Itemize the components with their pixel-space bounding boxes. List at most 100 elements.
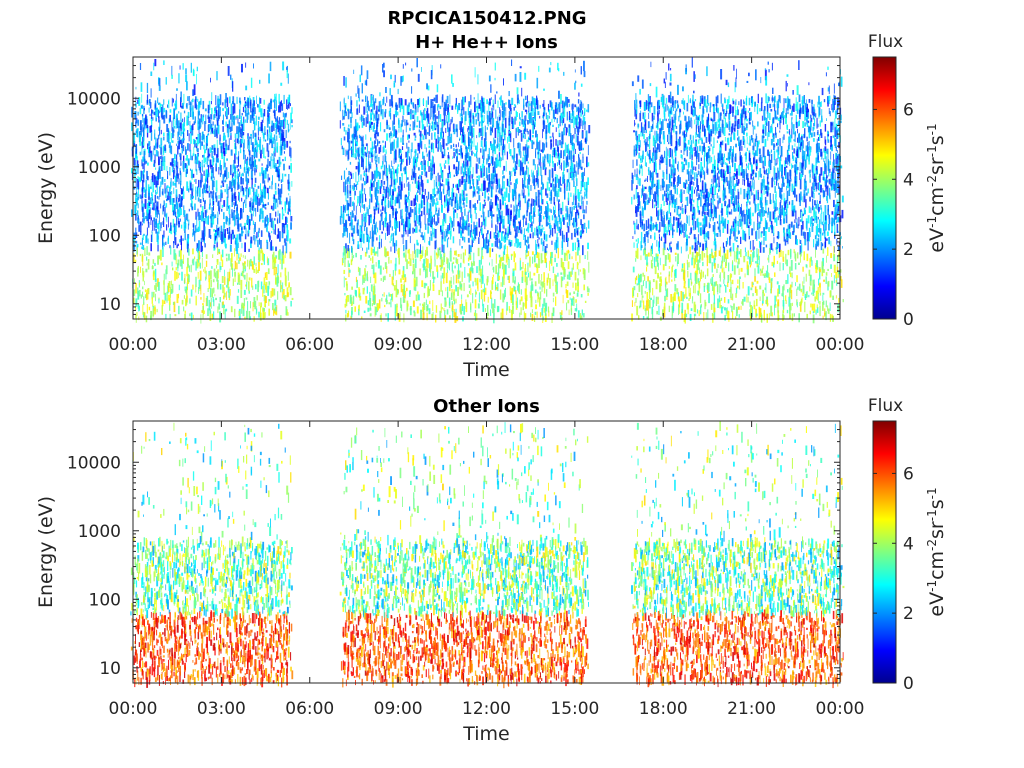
- flux-cell: [269, 161, 271, 167]
- flux-cell: [283, 138, 286, 143]
- flux-cell: [384, 103, 386, 107]
- flux-cell: [277, 125, 279, 133]
- flux-cell: [177, 145, 179, 155]
- flux-cell: [503, 175, 505, 179]
- flux-cell: [175, 160, 177, 166]
- flux-cell: [271, 240, 273, 251]
- flux-cell: [272, 220, 275, 230]
- flux-cell: [373, 209, 376, 215]
- flux-cell: [289, 238, 292, 244]
- flux-cell: [536, 263, 538, 268]
- flux-cell: [472, 190, 474, 198]
- flux-cell: [443, 148, 446, 157]
- flux-cell: [536, 77, 539, 89]
- flux-cell: [455, 274, 458, 284]
- flux-cell: [344, 181, 346, 192]
- flux-cell: [246, 100, 248, 107]
- flux-cell: [424, 160, 426, 169]
- flux-cell: [282, 282, 284, 292]
- flux-cell: [440, 303, 442, 313]
- flux-cell: [343, 110, 346, 117]
- flux-cell: [170, 145, 173, 155]
- flux-cell: [481, 227, 483, 236]
- flux-cell: [195, 103, 197, 110]
- flux-cell: [202, 192, 204, 199]
- flux-cell: [233, 216, 236, 227]
- flux-cell: [179, 213, 181, 217]
- flux-cell: [259, 79, 261, 84]
- flux-cell: [272, 208, 274, 211]
- flux-cell: [459, 217, 461, 228]
- flux-cell: [175, 194, 178, 204]
- flux-cell: [208, 299, 210, 311]
- flux-cell: [453, 152, 455, 159]
- flux-cell: [260, 306, 262, 318]
- flux-cell: [154, 278, 157, 282]
- flux-cell: [354, 136, 356, 143]
- flux-cell: [383, 145, 385, 153]
- flux-cell: [146, 304, 148, 314]
- flux-cell: [240, 133, 243, 138]
- flux-cell: [500, 231, 503, 242]
- flux-cell: [349, 161, 352, 165]
- flux-cell: [381, 231, 383, 234]
- flux-cell: [370, 95, 373, 107]
- flux-cell: [286, 224, 289, 236]
- flux-cell: [425, 100, 428, 108]
- flux-cell: [221, 153, 223, 157]
- flux-cell: [460, 147, 462, 159]
- flux-cell: [140, 126, 142, 137]
- flux-cell: [493, 143, 496, 152]
- flux-cell: [533, 214, 536, 217]
- flux-cell: [211, 145, 214, 150]
- flux-cell: [268, 73, 270, 84]
- flux-cell: [490, 205, 493, 212]
- flux-cell: [395, 306, 398, 317]
- flux-cell: [343, 246, 346, 256]
- flux-cell: [475, 278, 477, 286]
- flux-cell: [237, 181, 239, 191]
- flux-cell: [408, 112, 410, 115]
- flux-cell: [449, 197, 452, 200]
- flux-cell: [192, 284, 194, 290]
- flux-cell: [178, 209, 180, 218]
- flux-cell: [149, 146, 151, 154]
- flux-cell: [213, 147, 216, 156]
- flux-cell: [504, 231, 506, 239]
- flux-cell: [216, 71, 218, 81]
- flux-cell: [495, 185, 497, 193]
- flux-cell: [243, 116, 245, 123]
- flux-cell: [369, 163, 372, 169]
- flux-cell: [278, 105, 280, 108]
- flux-cell: [156, 223, 159, 229]
- flux-cell: [400, 137, 402, 143]
- flux-cell: [268, 299, 271, 302]
- flux-cell: [417, 180, 420, 190]
- flux-cell: [232, 278, 234, 286]
- flux-cell: [362, 275, 364, 285]
- flux-cell: [520, 307, 522, 315]
- flux-cell: [450, 225, 452, 237]
- flux-cell: [542, 242, 544, 252]
- flux-cell: [449, 94, 451, 105]
- flux-cell: [219, 94, 222, 105]
- flux-cell: [247, 301, 249, 311]
- flux-cell: [500, 242, 503, 249]
- flux-cell: [190, 203, 192, 207]
- flux-cell: [267, 258, 270, 266]
- flux-cell: [483, 199, 486, 202]
- flux-cell: [518, 129, 521, 133]
- flux-cell: [378, 105, 379, 110]
- flux-cell: [166, 224, 168, 231]
- flux-cell: [519, 245, 522, 249]
- flux-cell: [408, 108, 410, 111]
- flux-cell: [151, 291, 153, 299]
- flux-cell: [207, 172, 210, 177]
- flux-cell: [486, 245, 489, 254]
- flux-cell: [373, 170, 376, 182]
- flux-cell: [477, 142, 478, 152]
- flux-cell: [280, 100, 282, 107]
- flux-cell: [417, 195, 419, 202]
- flux-cell: [534, 281, 537, 287]
- flux-cell: [497, 246, 499, 249]
